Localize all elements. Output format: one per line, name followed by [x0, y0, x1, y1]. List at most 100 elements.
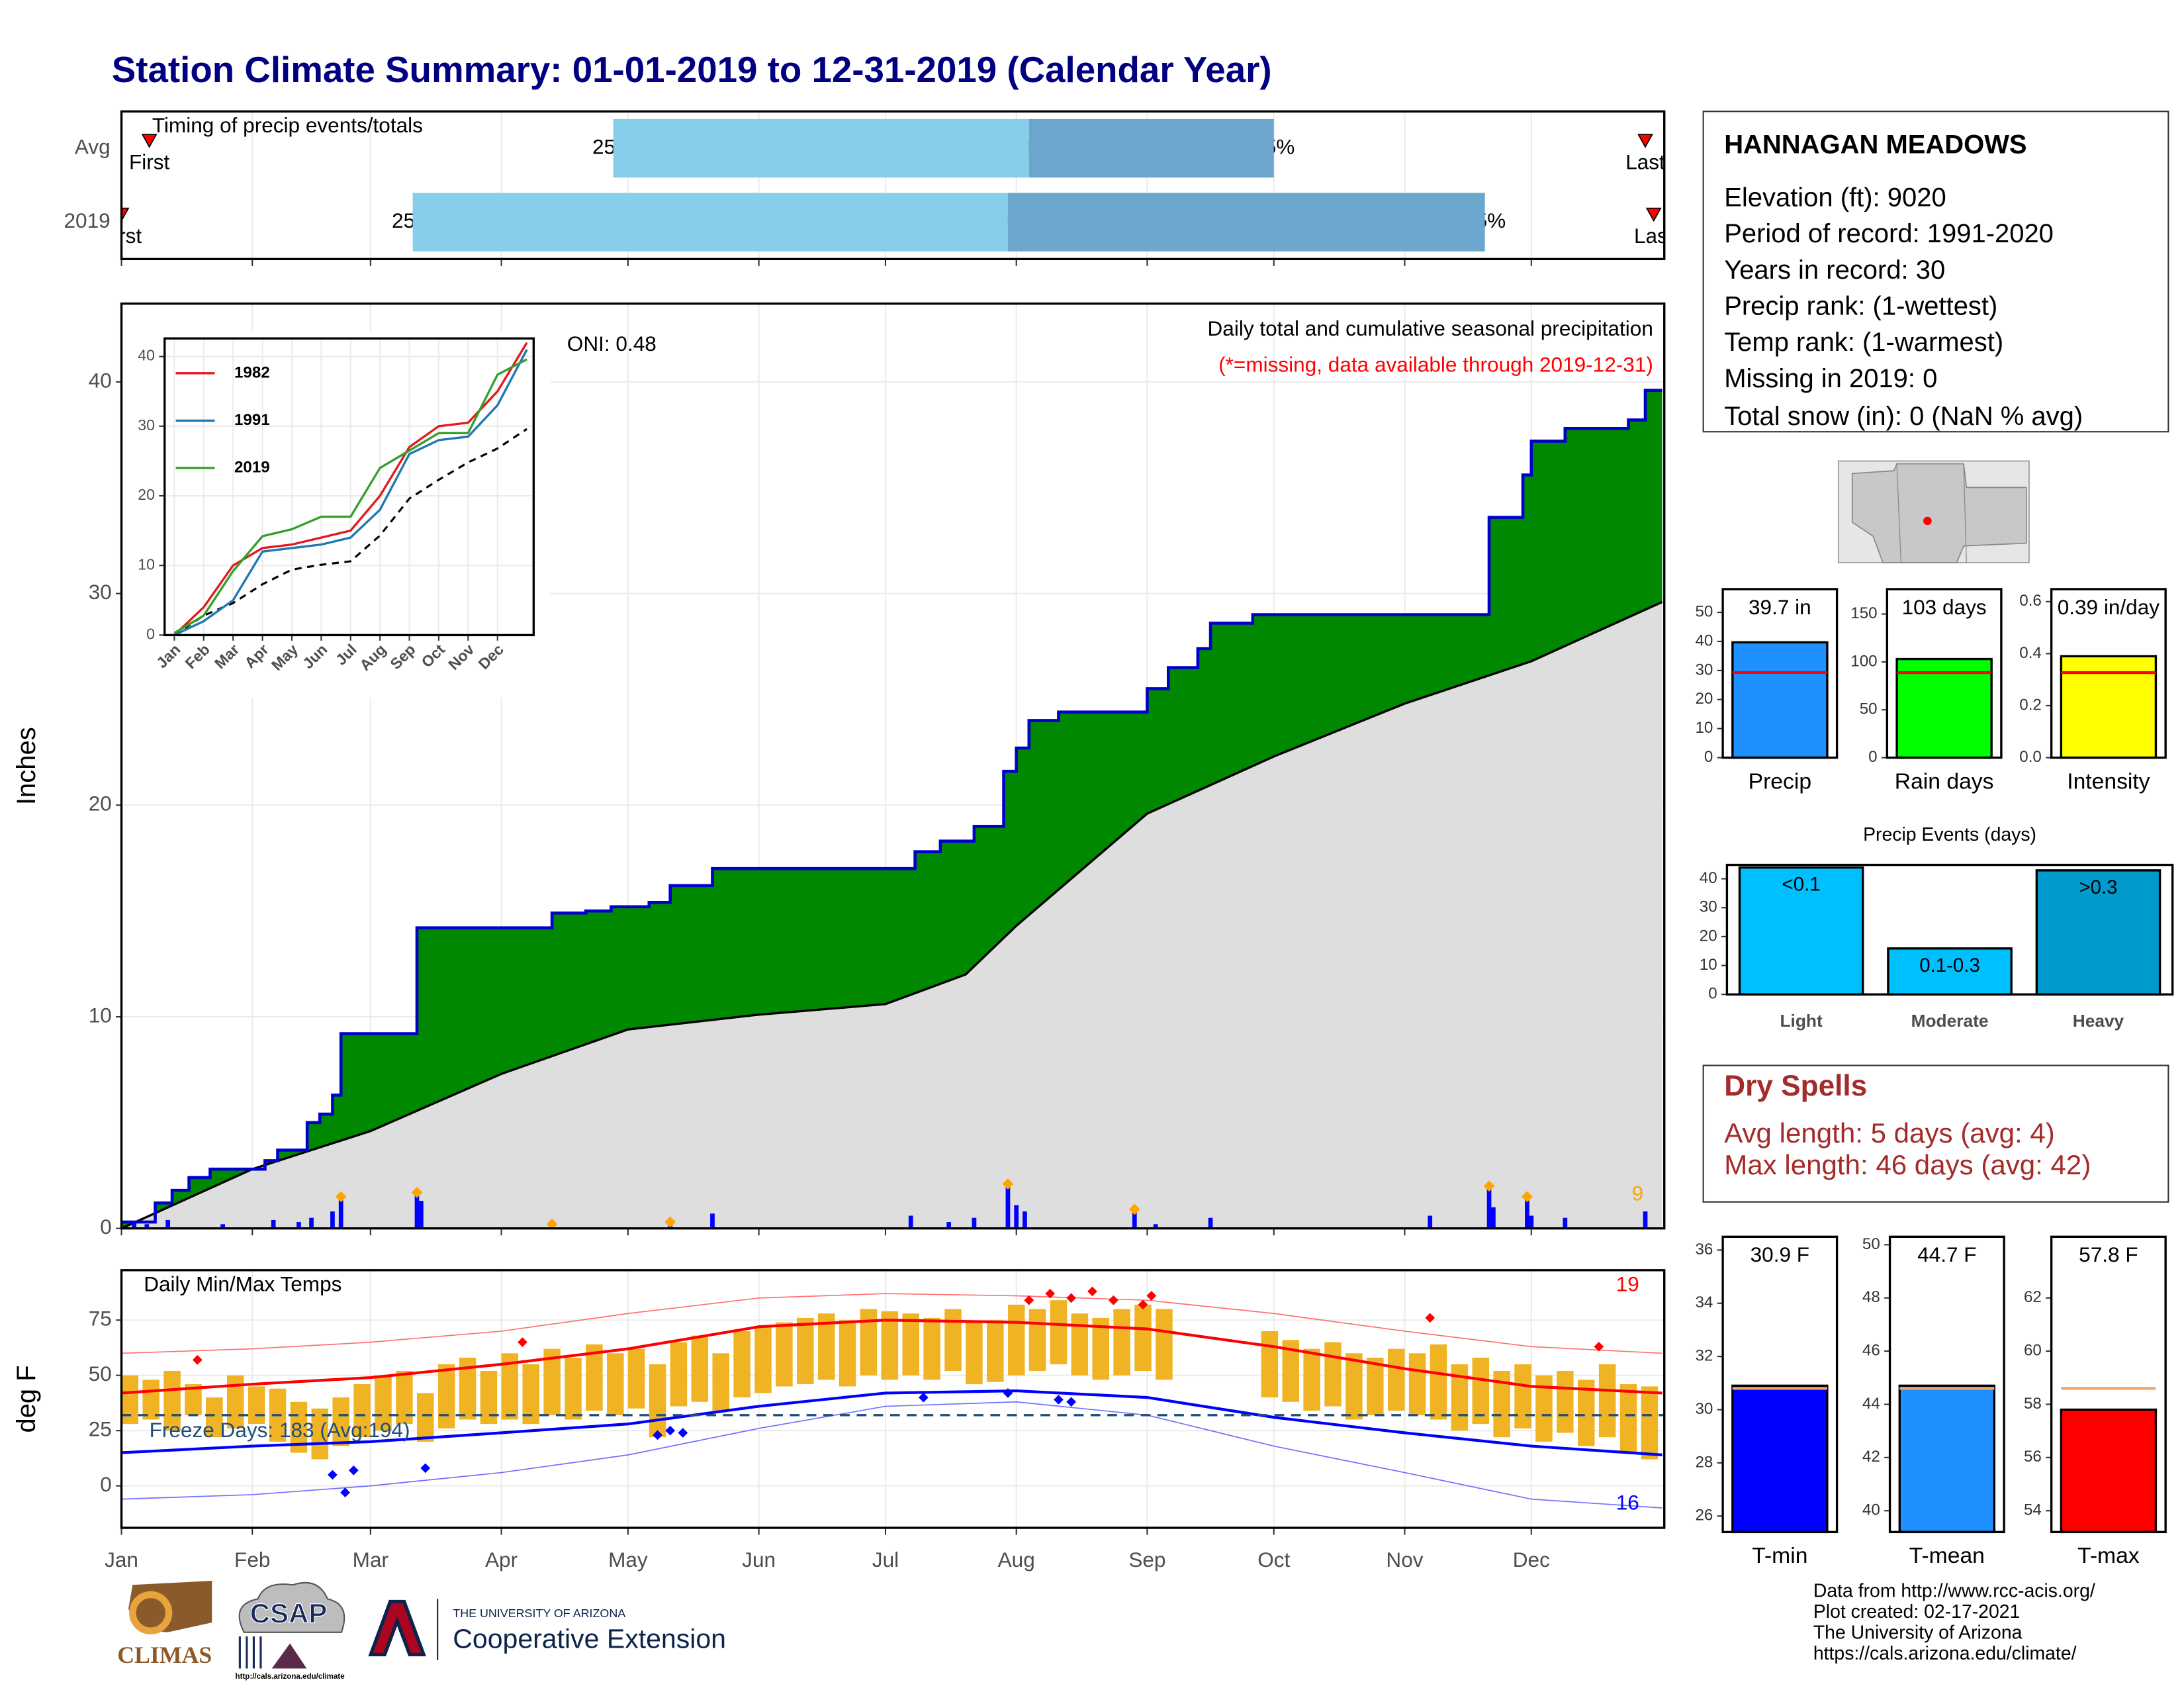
temp-range-bar: [375, 1375, 392, 1431]
dry-spells-box: [1702, 1064, 2169, 1203]
timing-bar: [1028, 118, 1274, 178]
event-marker: [121, 207, 130, 222]
y-tick-label: 25: [89, 1417, 112, 1440]
csap-url: http://cals.arizona.edu/climate: [236, 1673, 345, 1681]
y-tick-label: Avg: [75, 134, 111, 158]
credit-line: Plot created: 02-17-2021: [1813, 1601, 2021, 1622]
category-label: Precip: [1749, 769, 1811, 794]
x-tick-label: Jan: [105, 1548, 138, 1571]
freeze-annotation: Freeze Days: 183 (Avg:194): [150, 1418, 410, 1442]
y-tick-label: 30: [1695, 1400, 1713, 1418]
temp-range-bar: [1514, 1364, 1531, 1429]
x-tick-label: Sep: [1128, 1548, 1165, 1571]
y-tick-label: 2019: [64, 209, 111, 232]
y-tick-label: 58: [2024, 1395, 2042, 1413]
record-marker: [1054, 1395, 1064, 1405]
y-tick-label: 75: [89, 1307, 112, 1331]
category-label: Intensity: [2067, 769, 2150, 794]
category-label: T-max: [2077, 1544, 2140, 1568]
daily-bar: [132, 1222, 137, 1229]
normal-high-line: [121, 1319, 1662, 1395]
y-tick-label: 42: [1862, 1448, 1880, 1466]
threshold-label: >0.3: [2079, 876, 2117, 898]
y-tick-label: 34: [1695, 1293, 1713, 1311]
logos: CLIMAS CSAP http://cals.arizona.edu/clim…: [117, 1580, 726, 1681]
station-line: Years in record: 30: [1724, 256, 1945, 285]
y-tick-label: 20: [138, 486, 155, 503]
temp-range-bar: [206, 1397, 223, 1438]
y-tick-label: 0: [1868, 748, 1877, 766]
record-low-count: 16: [1616, 1491, 1639, 1515]
credit-line: The University of Arizona: [1813, 1622, 2023, 1643]
station-line: Total snow (in): 0 (NaN % avg): [1724, 402, 2083, 431]
daily-bar: [1643, 1211, 1648, 1229]
daily-bar: [1014, 1205, 1019, 1229]
value-label: 0.39 in/day: [2058, 595, 2160, 619]
locator-map: [1837, 460, 2030, 563]
category-label: Rain days: [1895, 769, 1994, 794]
y-tick-label: 40: [89, 368, 112, 392]
temp-range-bar: [881, 1311, 899, 1380]
timing-bar: [1007, 193, 1485, 252]
temp-range-bar: [121, 1375, 139, 1425]
extreme-low-line: [121, 1401, 1662, 1509]
temp-range-bar: [1261, 1331, 1279, 1398]
bar: [1895, 657, 1993, 759]
record-marker: [328, 1470, 338, 1480]
timing-bar: [412, 193, 1008, 252]
temp-range-bar: [586, 1344, 603, 1411]
temp-range-bar: [902, 1313, 919, 1376]
x-tick-label: Nov: [1386, 1548, 1423, 1571]
y-tick-label: 0.2: [2019, 696, 2042, 714]
temp-range-bar: [1156, 1309, 1173, 1380]
csap-logo-text: CSAP: [250, 1598, 328, 1629]
plot-frame: [2050, 1235, 2167, 1534]
temp-range-bar: [1387, 1348, 1405, 1411]
temp-range-bar: [332, 1397, 349, 1446]
daily-bar: [1132, 1209, 1137, 1229]
y-tick-label: 50: [1695, 602, 1713, 620]
cumulative-line: [121, 389, 1662, 1224]
y-tick-label: 62: [2024, 1288, 2042, 1306]
value-label: 30.9 F: [1751, 1243, 1809, 1266]
panel-subtitle: (*=missing, data available through 2019-…: [1218, 353, 1653, 377]
x-tick-label: Aug: [998, 1548, 1035, 1571]
temp-range-bar: [966, 1322, 983, 1385]
y-tick-label: 46: [1862, 1341, 1880, 1359]
temp-range-bar: [797, 1317, 814, 1385]
top-event-marker: [1483, 1180, 1495, 1192]
bar: [1898, 1384, 1996, 1534]
y-tick-label: 10: [1700, 956, 1717, 974]
y-tick-label: 30: [138, 416, 155, 434]
value-label: 103 days: [1902, 595, 1987, 619]
x-tick-label: Apr: [485, 1548, 518, 1571]
daily-bar: [1208, 1217, 1213, 1229]
temp-range-bar: [1430, 1344, 1447, 1420]
credit-line: https://cals.arizona.edu/climate/: [1813, 1643, 2077, 1664]
plot-frame: [1721, 588, 1839, 759]
daily-bar: [1525, 1196, 1529, 1229]
temp-range-bar: [1028, 1309, 1046, 1372]
y-tick-label: 0: [1708, 985, 1717, 1003]
y-tick-label: 26: [1695, 1507, 1713, 1524]
x-tick-label: Dec: [1513, 1548, 1550, 1571]
daily-bar: [220, 1224, 225, 1229]
y-tick-label: 10: [1695, 719, 1713, 737]
daily-bar: [1153, 1224, 1158, 1229]
temp-range-bar: [754, 1327, 772, 1393]
series-line: [173, 349, 528, 636]
extreme-high-line: [121, 1293, 1662, 1354]
category-label: Moderate: [1911, 1011, 1989, 1031]
temp-range-bar: [712, 1353, 729, 1411]
y-tick-label: 150: [1850, 604, 1877, 622]
temp-range-bar: [649, 1364, 666, 1438]
daily-bar: [165, 1219, 171, 1229]
temp-range-bar: [248, 1386, 265, 1425]
y-tick-label: 36: [1695, 1241, 1713, 1258]
panel-title: Precip Events (days): [1863, 824, 2036, 845]
temp-range-bar: [1071, 1313, 1089, 1376]
y-tick-label: 0.6: [2019, 592, 2042, 610]
temp-range-bar: [670, 1342, 688, 1407]
legend-label: 1982: [234, 363, 270, 381]
top-event-marker: [546, 1218, 558, 1230]
